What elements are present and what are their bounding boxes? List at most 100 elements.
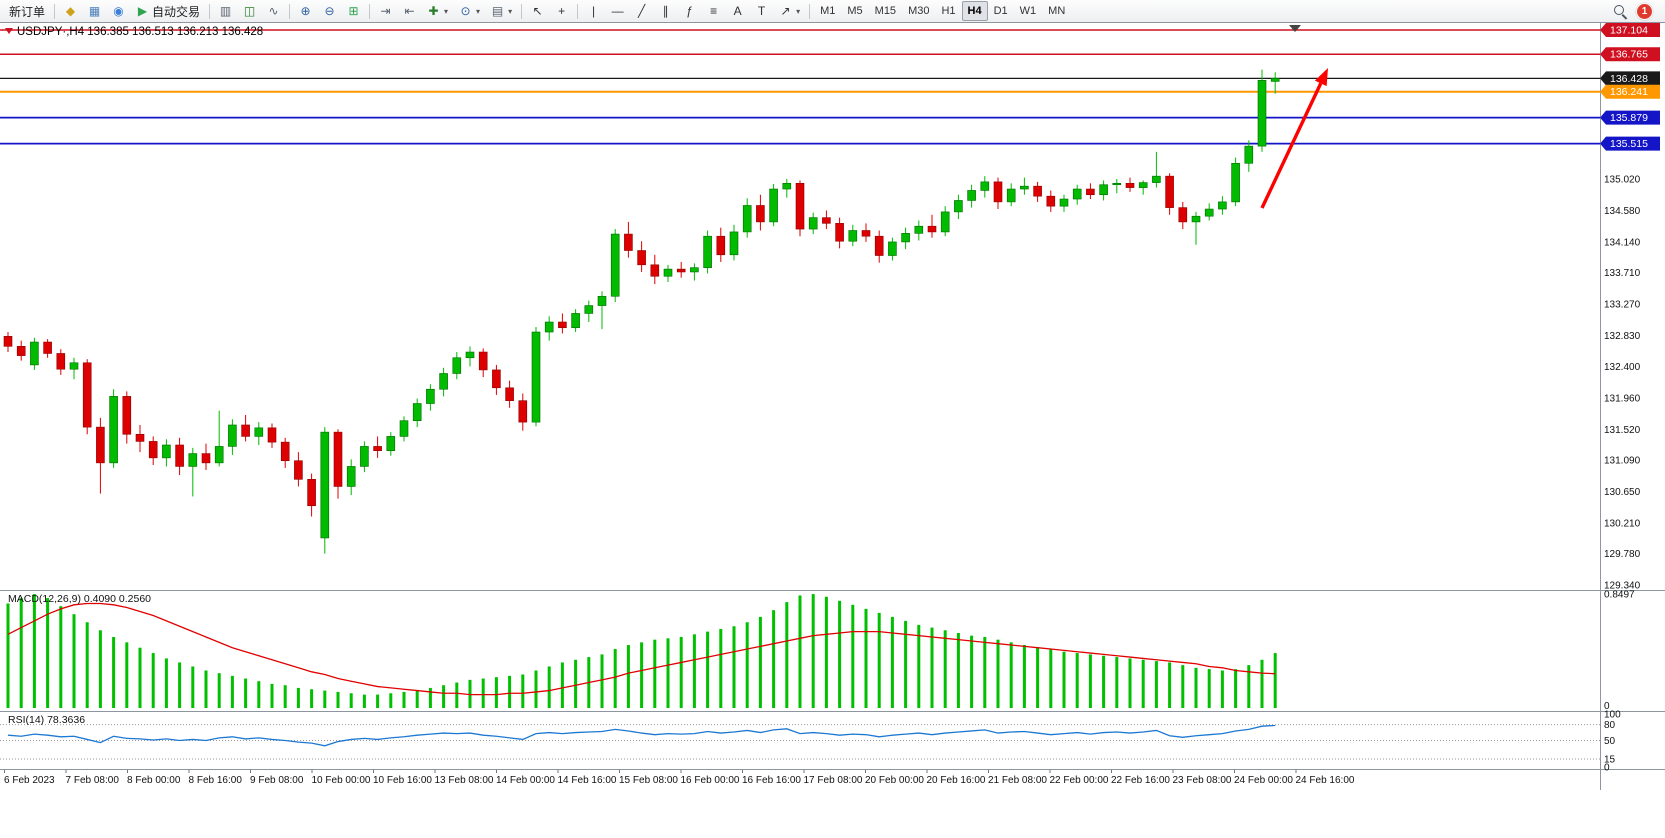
period-selector-button[interactable]: ⊙ ▾ bbox=[454, 1, 485, 22]
candle bbox=[571, 309, 580, 333]
candle-body bbox=[531, 331, 541, 423]
candle bbox=[320, 427, 330, 554]
toolbar-separator bbox=[521, 3, 523, 19]
candle bbox=[558, 313, 567, 334]
tile-windows-icon: ⊞ bbox=[348, 3, 359, 18]
rsi-axis-label: 15 bbox=[1604, 755, 1616, 766]
candle bbox=[637, 241, 646, 272]
macd-bar bbox=[930, 627, 934, 708]
equidistant-channel-icon[interactable]: ∥ bbox=[654, 1, 677, 22]
candle-body bbox=[492, 369, 501, 389]
auto-scroll-icon[interactable]: ⇥ bbox=[374, 1, 397, 22]
macd-bar bbox=[349, 693, 353, 708]
timeframe-m30-button[interactable]: M30 bbox=[908, 5, 930, 17]
zoom-out-icon[interactable]: ⊖ bbox=[318, 1, 341, 22]
new-order-button[interactable]: 新订单 bbox=[4, 1, 50, 22]
candle-body bbox=[294, 460, 303, 480]
candle bbox=[1020, 177, 1029, 195]
candle bbox=[254, 422, 264, 445]
timeframe-m5-button[interactable]: M5 bbox=[847, 5, 863, 17]
candle-body bbox=[650, 264, 660, 277]
price-axis-label: 129.340 bbox=[1604, 581, 1641, 592]
candle-body bbox=[901, 233, 910, 243]
tile-windows-icon[interactable]: ⊞ bbox=[342, 1, 365, 22]
candle-body bbox=[452, 357, 462, 374]
candle bbox=[307, 473, 316, 517]
price-axis-label: 132.830 bbox=[1604, 331, 1641, 342]
cursor-icon[interactable]: ↖ bbox=[526, 1, 549, 22]
macd-bar bbox=[19, 598, 23, 708]
crosshair-icon[interactable]: + bbox=[550, 1, 573, 22]
trendline-icon[interactable]: ╱ bbox=[630, 1, 653, 22]
macd-bar bbox=[534, 670, 538, 708]
macd-bar bbox=[1102, 655, 1106, 708]
candle-body bbox=[954, 200, 963, 213]
candle-body bbox=[703, 235, 712, 268]
candle-body bbox=[16, 346, 26, 356]
macd-bar bbox=[428, 687, 432, 708]
macd-bar bbox=[600, 654, 604, 708]
macd-bar bbox=[164, 658, 168, 708]
templates-button[interactable]: ▤ ▾ bbox=[486, 1, 517, 22]
time-axis-label: 22 Feb 16:00 bbox=[1111, 775, 1170, 786]
timeframe-m1-button[interactable]: M1 bbox=[820, 5, 836, 17]
macd-bar bbox=[943, 630, 947, 708]
bar-chart-icon[interactable]: ▥ bbox=[214, 1, 237, 22]
candlestick-chart-icon[interactable]: ◫ bbox=[238, 1, 261, 22]
add-indicator-button[interactable]: ✚ ▾ bbox=[422, 1, 453, 22]
market-watch-icon[interactable]: ◆ bbox=[59, 1, 82, 22]
macd-bar bbox=[442, 685, 446, 708]
trend-arrow[interactable] bbox=[1260, 82, 1323, 209]
zoom-in-icon[interactable]: ⊕ bbox=[294, 1, 317, 22]
chart-shift-marker[interactable] bbox=[1289, 25, 1301, 32]
new-order-button-label: 新订单 bbox=[9, 4, 46, 19]
candle-body bbox=[478, 351, 488, 371]
community-icon[interactable]: ◉ bbox=[107, 1, 130, 22]
macd-axis-label: 0.8497 bbox=[1604, 590, 1635, 601]
fibonacci-icon[interactable]: ƒ bbox=[678, 1, 701, 22]
candle-body bbox=[822, 217, 831, 224]
chart-canvas[interactable]: 135.020 134.580 134.140 133.710 133.270 132.8… bbox=[0, 23, 1665, 838]
candle bbox=[399, 416, 409, 442]
trend-arrow-head[interactable] bbox=[1314, 68, 1328, 87]
chart-shift-icon[interactable]: ⇤ bbox=[398, 1, 421, 22]
candle bbox=[109, 389, 118, 468]
candle-body bbox=[729, 231, 739, 256]
macd-label: MACD(12,26,9) 0.4090 0.2560 bbox=[8, 593, 151, 605]
vertical-line-icon[interactable]: | bbox=[582, 1, 605, 22]
candle bbox=[82, 359, 92, 435]
text-icon[interactable]: A bbox=[726, 1, 749, 22]
candle-body bbox=[769, 188, 778, 223]
candle bbox=[426, 384, 435, 411]
price-axis-label: 131.520 bbox=[1604, 425, 1641, 436]
candle bbox=[901, 227, 910, 250]
timeframe-mn-button[interactable]: MN bbox=[1048, 5, 1066, 17]
shapes-icon[interactable]: ≡ bbox=[702, 1, 725, 22]
timeframe-d1-button[interactable]: D1 bbox=[993, 5, 1008, 17]
candle-body bbox=[162, 444, 171, 459]
candle-body bbox=[1112, 183, 1122, 186]
macd-bar bbox=[917, 624, 921, 708]
candle bbox=[1165, 173, 1174, 215]
horizontal-line-icon[interactable]: — bbox=[606, 1, 629, 22]
candle bbox=[848, 224, 858, 247]
notification-badge[interactable]: 1 bbox=[1636, 2, 1653, 20]
line-chart-icon[interactable]: ∿ bbox=[262, 1, 285, 22]
arrows-icon[interactable]: ↗ ▾ bbox=[774, 1, 805, 22]
candle-body bbox=[69, 362, 79, 370]
charts-icon[interactable]: ▦ bbox=[83, 1, 106, 22]
price-tag-label: 135.879 bbox=[1610, 112, 1648, 124]
one-click-trading-icon[interactable] bbox=[5, 28, 13, 34]
macd-bar bbox=[257, 681, 261, 708]
candle bbox=[214, 410, 224, 467]
macd-bar bbox=[296, 687, 300, 708]
label-icon[interactable]: T bbox=[750, 1, 773, 22]
timeframe-h1-button[interactable]: H1 bbox=[941, 5, 956, 17]
timeframe-m15-button[interactable]: M15 bbox=[874, 5, 897, 17]
timeframe-w1-button[interactable]: W1 bbox=[1019, 5, 1037, 17]
macd-bar bbox=[745, 622, 749, 708]
price-tag-label: 136.765 bbox=[1610, 49, 1648, 61]
search-icon[interactable] bbox=[1613, 4, 1628, 19]
algo-trading-button[interactable]: ▶ 自动交易 bbox=[131, 1, 205, 22]
timeframe-h4-button[interactable]: H4 bbox=[961, 1, 988, 21]
